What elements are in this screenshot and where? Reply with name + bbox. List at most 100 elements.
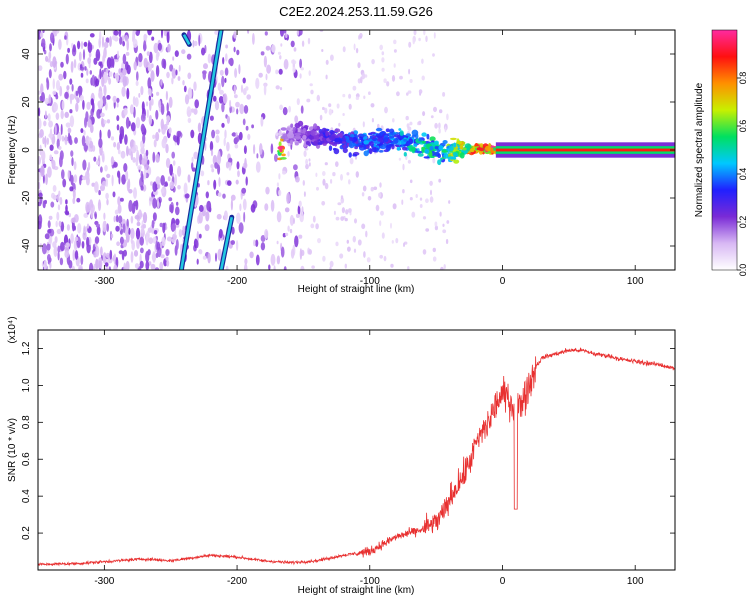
spectrogram-cell <box>41 243 47 255</box>
spectrogram-cell <box>280 43 283 47</box>
spectrogram-cell <box>430 115 434 119</box>
spectrogram-cell <box>340 174 343 181</box>
spectrogram-cell <box>101 76 105 88</box>
spectrogram-cell <box>149 100 152 112</box>
carrier-core <box>495 148 675 152</box>
spectrogram-cell <box>133 250 139 257</box>
spectrogram-cell <box>425 35 428 42</box>
spectrogram-cell <box>110 58 115 67</box>
spectrogram-cell <box>322 178 326 186</box>
spectrogram-cell <box>95 223 100 228</box>
spectrogram-cell <box>152 197 157 209</box>
spectrogram-cell <box>293 47 297 52</box>
spectrogram-cell <box>279 104 283 111</box>
spectrogram-cell <box>178 64 181 72</box>
y-tick-label: 20 <box>21 96 32 108</box>
chart-title: C2E2.2024.253.11.59.G26 <box>279 4 433 19</box>
spectrogram-cell <box>421 146 426 150</box>
x-tick-label: 100 <box>627 276 644 287</box>
spectrogram-cell <box>310 89 314 95</box>
spectrogram-cell <box>132 157 136 163</box>
spectrogram-cell <box>241 187 247 194</box>
spectrogram-cell <box>371 59 375 65</box>
spectrogram-cell <box>41 38 46 48</box>
spectrogram-cell <box>150 70 155 82</box>
spectrogram-cell <box>171 77 174 85</box>
spectrogram-cell <box>90 124 94 133</box>
spectrogram-cell <box>361 223 366 230</box>
spectrogram-cell <box>140 146 145 155</box>
spectrogram-cell <box>348 152 352 158</box>
spectrogram-cell <box>96 225 101 236</box>
spectrogram-cell <box>459 152 465 159</box>
spectrogram-cell <box>360 76 363 84</box>
spectrogram-cell <box>234 144 239 149</box>
spectrogram-cell <box>161 138 167 149</box>
spectrogram-cell <box>57 204 61 211</box>
spectrogram-cell <box>140 247 144 254</box>
spectrogram-cell <box>187 174 191 183</box>
spectrogram-cell <box>255 161 261 173</box>
spectrogram-cell <box>157 42 162 51</box>
spectrogram-cell <box>411 129 419 136</box>
spectrogram-cell <box>64 134 68 146</box>
spectrogram-cell <box>219 69 224 76</box>
spectrogram-cell <box>418 37 421 42</box>
spectrogram-cell <box>317 142 323 145</box>
spectrogram-cell <box>90 207 94 219</box>
spectrogram-xlabel: Height of straight line (km) <box>298 284 415 295</box>
spectrogram-cell <box>418 89 423 94</box>
spectrogram-cell <box>148 114 153 126</box>
spectrogram-cell <box>402 189 405 194</box>
spectrogram-cell <box>156 91 160 96</box>
spectrogram-cell <box>260 242 266 251</box>
spectrogram-cell <box>57 251 60 261</box>
spectrogram-cell <box>80 41 84 50</box>
spectrogram-cell <box>54 236 58 244</box>
spectrogram-cell <box>322 106 325 111</box>
spectrogram-cell <box>56 228 62 235</box>
spectrogram-cell <box>117 50 119 60</box>
spectrogram-cell <box>108 71 113 77</box>
spectrogram-cell <box>222 93 228 104</box>
spectrogram-cell <box>315 172 318 177</box>
spectrogram-cell <box>206 200 212 212</box>
spectrogram-cell <box>398 157 402 161</box>
spectrogram-cell <box>375 204 380 212</box>
spectrogram-cell <box>107 129 111 139</box>
spectrogram-cell <box>459 144 464 150</box>
spectrogram-cell <box>105 252 110 258</box>
spectrogram-cell <box>407 159 411 164</box>
spectrogram-cell <box>124 34 129 42</box>
spectrogram-cell <box>190 108 195 113</box>
spectrogram-cell <box>226 141 230 152</box>
spectrogram-cell <box>183 85 187 93</box>
spectrogram-cell <box>135 117 141 129</box>
spectrogram-cell <box>240 84 244 94</box>
spectrogram-cell <box>71 265 75 270</box>
spectrogram-cell <box>141 173 144 183</box>
spectrogram-cell <box>140 85 144 96</box>
spectrogram-cell <box>71 220 75 232</box>
spectrogram-cell <box>102 252 107 264</box>
spectrogram-cell <box>122 68 127 76</box>
snr-series-line <box>38 347 675 567</box>
spectrogram-cell <box>73 59 77 69</box>
spectrogram-cell <box>69 93 75 100</box>
spectrogram-cell <box>186 106 192 118</box>
spectrogram-cell <box>160 79 163 86</box>
spectrogram-cell <box>184 193 190 199</box>
spectrogram-cell <box>67 170 71 180</box>
spectrogram-cell <box>395 237 399 244</box>
spectrogram-cell <box>456 140 462 145</box>
spectrogram-cell <box>223 137 226 147</box>
spectrogram-cell <box>109 36 112 47</box>
spectrogram-cell <box>275 132 279 136</box>
spectrogram-cell <box>286 127 291 131</box>
spectrogram-cell <box>217 164 221 175</box>
spectrogram-cell <box>72 249 76 261</box>
spectrogram-cell <box>242 77 246 84</box>
spectrogram-cell <box>151 36 155 41</box>
spectrogram-cell <box>38 181 41 190</box>
spectrogram-cell <box>334 128 341 133</box>
